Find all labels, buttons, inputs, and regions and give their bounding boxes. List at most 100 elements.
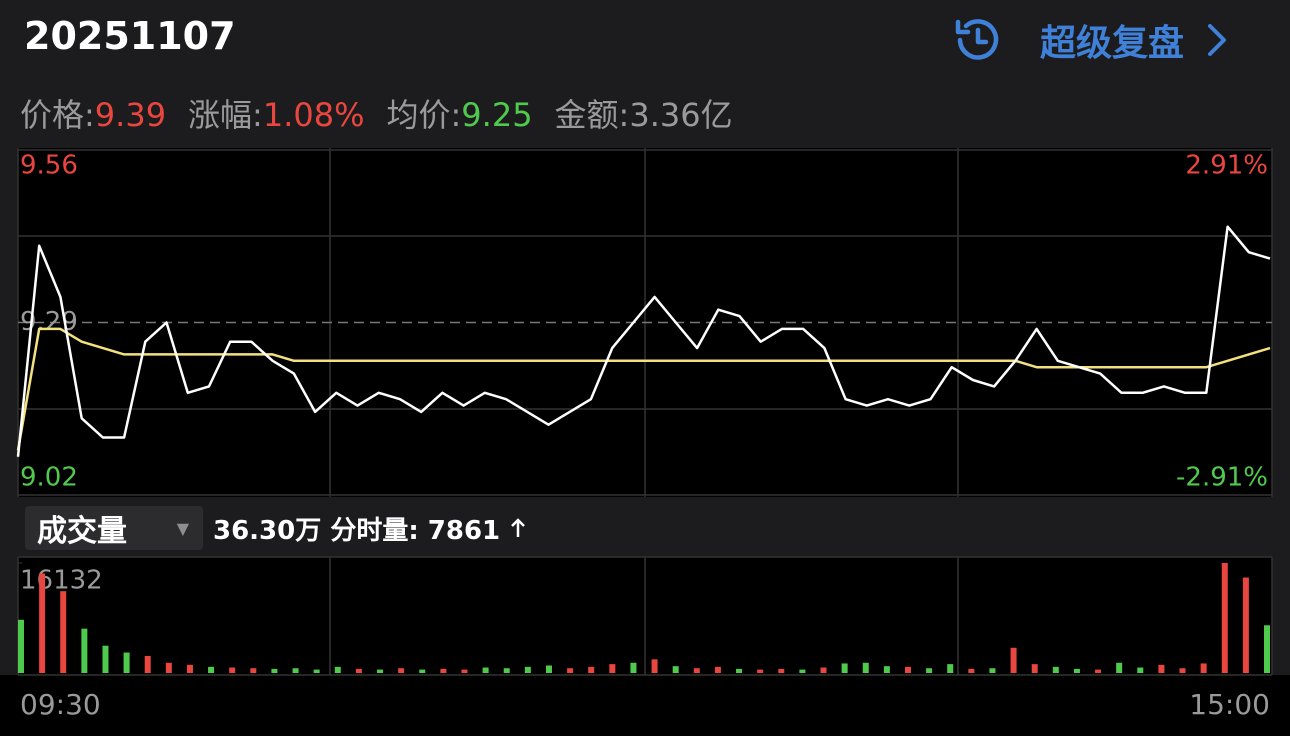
volume-bar (419, 669, 426, 673)
info-label: 金额: (554, 96, 630, 134)
volume-bar (123, 652, 130, 673)
replay-button[interactable]: 超级复盘 (950, 10, 1232, 70)
volume-bar (461, 669, 468, 673)
volume-bar (18, 619, 24, 673)
volume-bar (334, 666, 341, 673)
tick-volume-value: 7861 (427, 515, 501, 546)
info-value: 9.39 (94, 96, 167, 134)
y2-tick-label: -2.91% (1176, 463, 1268, 493)
volume-bar (778, 668, 785, 673)
caret: ▼ (176, 518, 189, 538)
info-label: 均价: (386, 96, 462, 134)
volume-bar (1179, 668, 1186, 673)
volume-bar (39, 573, 46, 673)
volume-bar (250, 668, 257, 673)
volume-bar (313, 669, 320, 673)
volume-bar (271, 668, 278, 673)
volume-bar (651, 659, 658, 673)
volume-bar (820, 667, 827, 673)
volume-bar (588, 666, 595, 673)
info-row: 价格:9.39 涨幅:1.08% 均价:9.25 金额:3.36亿 (20, 90, 755, 136)
volume-bar (482, 667, 489, 673)
volume-bar (165, 662, 172, 673)
y2-tick-label: 2.91% (1185, 151, 1268, 181)
volume-bar (292, 668, 299, 673)
volume-bar (947, 664, 954, 673)
volume-bar (355, 668, 362, 673)
volume-bar (377, 669, 384, 673)
volume-bar (567, 668, 574, 673)
volume-bar (1221, 563, 1228, 673)
volume-bar (144, 655, 151, 673)
volume-bar (1264, 625, 1270, 673)
price-line (16, 225, 1271, 457)
volume-bar (841, 663, 848, 673)
volume-bar (989, 668, 996, 673)
volume-bar (545, 665, 552, 673)
info-item: 价格:9.39 (20, 90, 166, 136)
volume-bar (229, 667, 236, 673)
info-value: 3.36亿 (629, 96, 733, 134)
info-value: 1.08% (262, 96, 365, 134)
volume-bar (883, 666, 890, 673)
x-tick-label: 15:00 (1189, 688, 1270, 721)
volume-bar (630, 662, 637, 673)
volume-bar (503, 668, 510, 673)
volume-bar (208, 666, 215, 673)
history-icon (955, 19, 999, 60)
volume-total: 36.30万 (213, 515, 322, 546)
info-label: 涨幅: (188, 96, 263, 134)
info-item: 金额:3.36亿 (555, 90, 733, 136)
volume-bar (440, 668, 447, 673)
marks: 9.02 9.29 9.56 -2.91% 2.91% 16132 09:30 15:00 (16, 149, 1272, 721)
volume-bar (736, 668, 743, 673)
y-tick-label: 9.56 (20, 151, 78, 181)
volume-bar (60, 591, 67, 673)
volume-row: 成交量 ▼ 36.30万 分时量: 7861 (25, 505, 527, 551)
volume-bar (672, 666, 679, 673)
volume-bar (1200, 663, 1207, 673)
volume-bar (102, 645, 109, 673)
volume-bar (1116, 662, 1123, 673)
header: 20251107 超级复盘 (0, 0, 1290, 80)
volume-bar (1010, 647, 1017, 673)
axis-strip (0, 675, 1290, 736)
up-arrow (511, 517, 526, 537)
volume-bar (1242, 577, 1249, 673)
volume-bar (693, 668, 700, 673)
volume-bar (926, 668, 933, 673)
volume-bar (1095, 669, 1102, 673)
info-item: 均价:9.25 (387, 90, 533, 136)
info-item: 涨幅:1.08% (188, 90, 364, 136)
volume-bar (524, 666, 531, 673)
volume-info: 36.30万 分时量: 7861 (213, 510, 527, 547)
volume-bar (904, 666, 911, 673)
volume-bar (81, 628, 88, 673)
indicator-selector[interactable]: 成交量 ▼ (25, 506, 203, 550)
y-tick-label: 16132 (20, 566, 103, 596)
volume-bar (186, 664, 193, 673)
volume-bar (799, 669, 806, 673)
tick-volume-label: 分时量: (330, 515, 419, 546)
volume-bar (1073, 668, 1080, 673)
volume-bar (1031, 664, 1038, 673)
volume-bar (968, 668, 975, 673)
title: 20251107 (24, 14, 236, 58)
volume-bar (1158, 664, 1165, 673)
price-line (16, 327, 1271, 451)
volume-bar (1052, 666, 1059, 673)
y-tick-label: 9.02 (20, 463, 78, 493)
volume-bar (398, 668, 405, 673)
selector-label: 成交量 (37, 514, 127, 549)
volume-bar (609, 664, 616, 673)
volume-bar (862, 662, 869, 673)
replay-label: 超级复盘 (1040, 23, 1185, 64)
info-label: 价格: (20, 96, 95, 134)
y-tick-label: 9.29 (20, 307, 78, 337)
volume-bar (757, 669, 764, 673)
x-tick-label: 09:30 (20, 688, 101, 721)
chevron (1208, 24, 1227, 56)
info-value: 9.25 (461, 96, 533, 134)
